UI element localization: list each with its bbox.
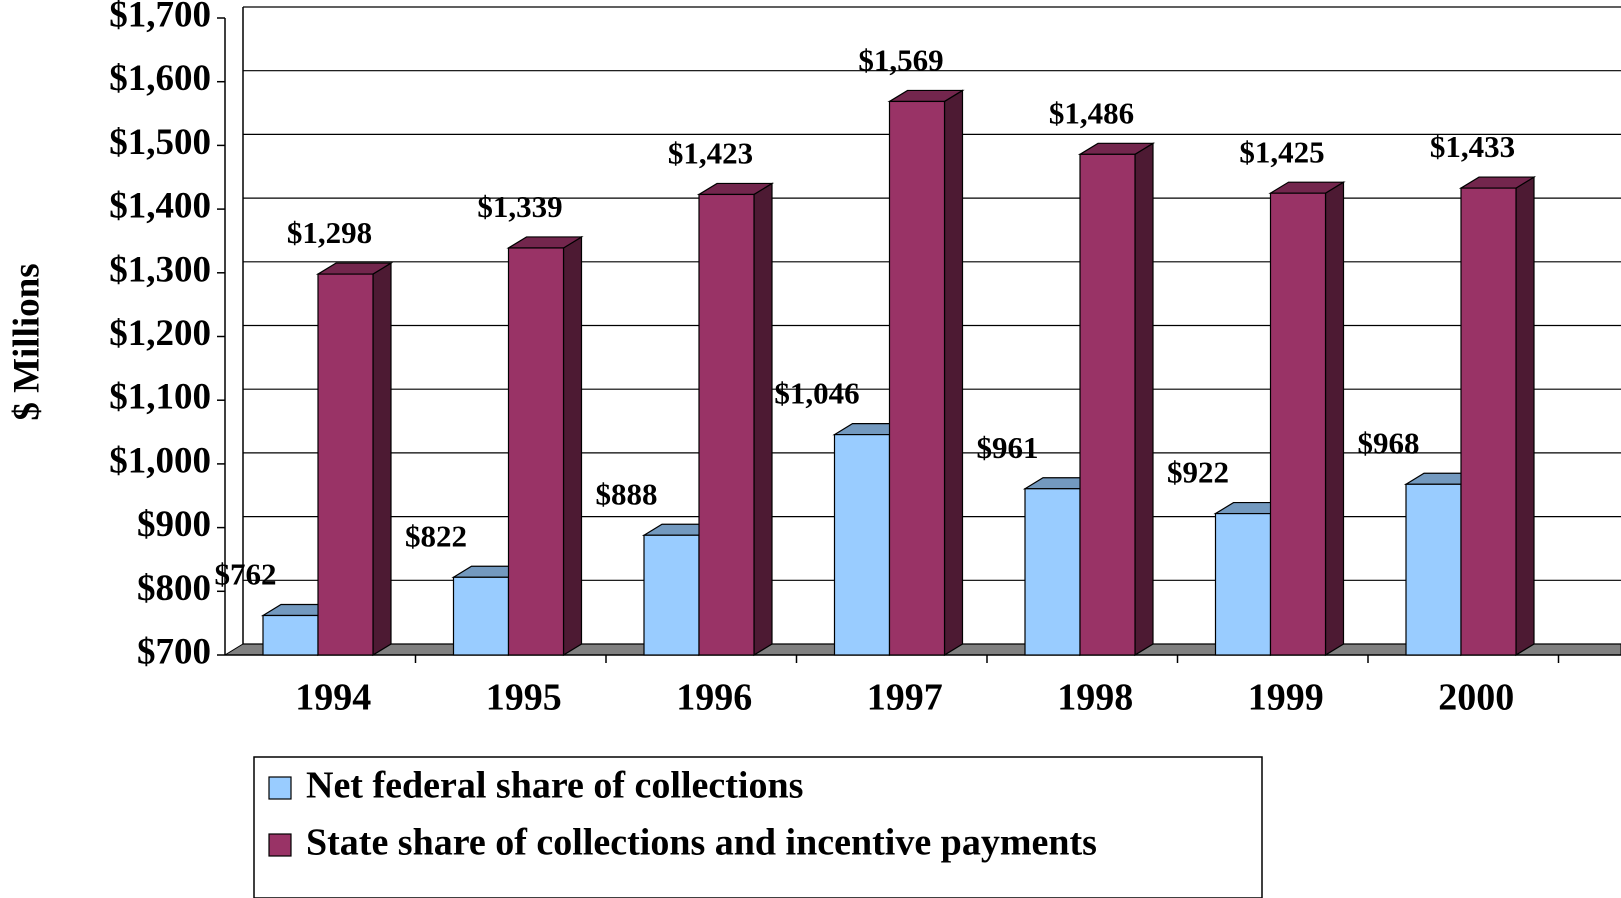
y-tick-label: $1,200 bbox=[109, 313, 211, 354]
data-label: $922 bbox=[1167, 455, 1229, 490]
legend-swatch bbox=[268, 776, 292, 800]
y-tick-label: $800 bbox=[137, 568, 211, 609]
bar-side bbox=[1324, 181, 1345, 657]
x-tick-label: 2000 bbox=[1438, 677, 1514, 719]
data-label: $961 bbox=[977, 430, 1039, 465]
x-tick-label: 1996 bbox=[676, 677, 752, 719]
bar bbox=[1077, 142, 1156, 657]
y-tick-label: $700 bbox=[137, 631, 211, 672]
legend-label: State share of collections and incentive… bbox=[306, 822, 1097, 864]
y-tick-label: $1,100 bbox=[109, 377, 211, 418]
bar-front bbox=[1079, 153, 1136, 656]
data-label: $822 bbox=[405, 518, 467, 553]
bar bbox=[696, 182, 775, 657]
x-tick-label: 1995 bbox=[486, 677, 562, 719]
y-tick-label: $1,600 bbox=[109, 58, 211, 99]
data-label: $888 bbox=[596, 476, 658, 511]
y-tick-label: $1,300 bbox=[109, 249, 211, 290]
bar-front bbox=[317, 273, 374, 656]
data-label: $968 bbox=[1358, 425, 1420, 460]
y-tick-label: $1,500 bbox=[109, 122, 211, 163]
bar-front bbox=[1024, 488, 1081, 656]
bar-front bbox=[698, 193, 755, 656]
x-tick-label: 1994 bbox=[295, 677, 371, 719]
bar bbox=[887, 89, 965, 657]
data-label: $1,569 bbox=[858, 43, 943, 78]
y-tick-label: $1,400 bbox=[109, 186, 211, 227]
data-label: $1,339 bbox=[477, 189, 562, 224]
bar-front bbox=[1405, 483, 1462, 656]
bar-front bbox=[833, 433, 891, 656]
y-tick-label: $1,700 bbox=[109, 0, 211, 35]
bar bbox=[1268, 181, 1346, 657]
y-tick-label: $1,000 bbox=[109, 440, 211, 481]
legend-swatch bbox=[268, 833, 292, 857]
bar-front bbox=[1269, 192, 1327, 656]
bar-front bbox=[507, 247, 565, 656]
bar bbox=[1458, 176, 1537, 657]
bar-front bbox=[452, 576, 510, 656]
x-tick-label: 1997 bbox=[867, 677, 943, 719]
bar-side bbox=[1515, 176, 1535, 657]
data-label: $1,423 bbox=[668, 136, 753, 171]
bar-side bbox=[1134, 142, 1154, 657]
data-label: $1,298 bbox=[287, 215, 372, 250]
y-tick-label: $900 bbox=[137, 504, 211, 545]
data-label: $1,433 bbox=[1430, 129, 1515, 164]
bar-front bbox=[262, 614, 319, 656]
data-label: $1,046 bbox=[774, 376, 859, 411]
bar-side bbox=[753, 182, 773, 657]
y-axis-label: $ Millions bbox=[6, 263, 47, 420]
bar bbox=[506, 235, 584, 657]
bar-side bbox=[562, 235, 583, 657]
bar bbox=[315, 262, 394, 657]
legend-label: Net federal share of collections bbox=[306, 765, 803, 807]
bar-front bbox=[643, 534, 700, 656]
bar-side bbox=[372, 262, 392, 657]
bar-front bbox=[1214, 512, 1272, 656]
bar-front bbox=[888, 100, 946, 656]
bar-side bbox=[943, 89, 964, 657]
x-tick-label: 1999 bbox=[1248, 677, 1324, 719]
x-tick-label: 1998 bbox=[1057, 677, 1133, 719]
bar-front bbox=[1460, 187, 1517, 656]
data-label: $1,425 bbox=[1239, 134, 1324, 169]
data-label: $762 bbox=[215, 557, 277, 592]
data-label: $1,486 bbox=[1049, 95, 1134, 130]
legend-box bbox=[253, 756, 1263, 898]
